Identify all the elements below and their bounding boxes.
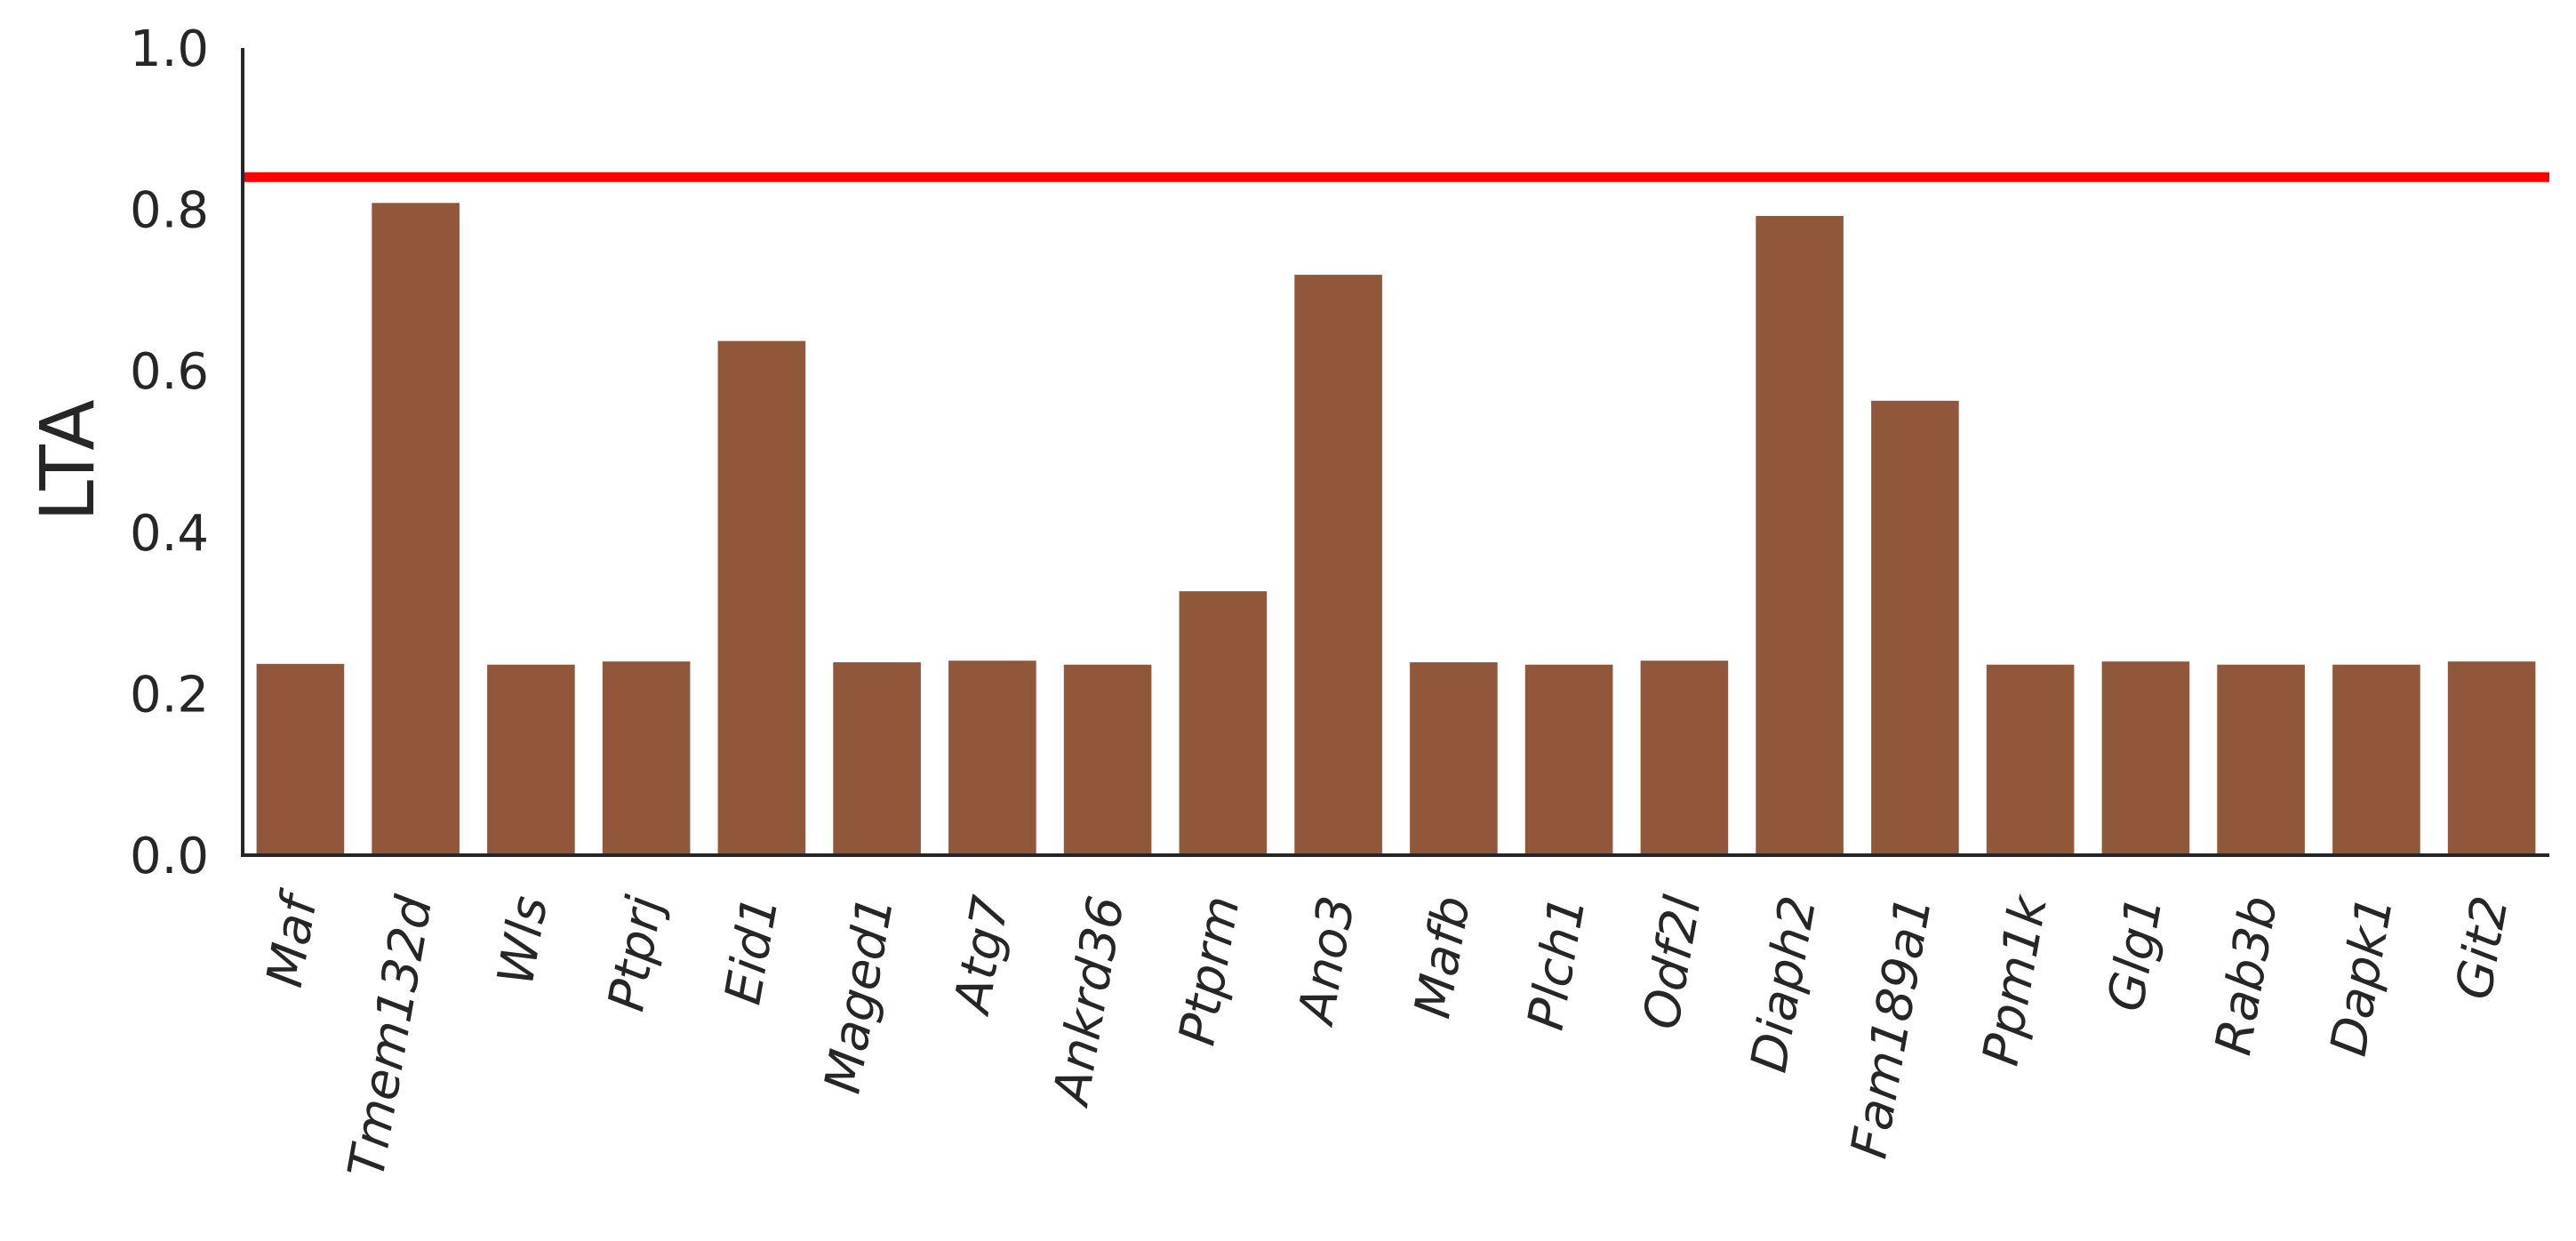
x-tick-label: Plch1 [1517, 892, 1597, 1034]
x-ticks-layer: Maf Tmem132d Wls Ptprj Eid1 Maged1 Atg7 Ankrd36… [256, 885, 2520, 1182]
bar-maged1 [833, 662, 921, 855]
bar-ankrd36 [1063, 664, 1152, 855]
x-tick-label: Ano3 [1287, 892, 1366, 1030]
x-tick-label: Wls [487, 892, 559, 989]
bar-git2 [2447, 661, 2536, 855]
bar-ppm1k [1986, 664, 2075, 855]
bar-mafb [1410, 662, 1498, 855]
x-tick-label: Dapk1 [2320, 892, 2404, 1061]
y-tick-label: 0.0 [130, 828, 209, 885]
bar-fam189a1 [1871, 400, 1959, 855]
x-tick-label: Atg7 [943, 892, 1020, 1020]
y-tick-label: 0.8 [130, 182, 209, 240]
x-tick-label: Git2 [2445, 892, 2520, 1004]
bar-plch1 [1524, 664, 1613, 855]
bar-diaph2 [1756, 215, 1844, 855]
bar-ptprm [1179, 591, 1268, 855]
y-tick-label: 0.4 [130, 505, 209, 563]
x-tick-label: Odf2l [1633, 892, 1713, 1034]
bar-dapk1 [2332, 664, 2420, 855]
x-tick-label: Ptprm [1168, 892, 1251, 1050]
x-tick-label: Glg1 [2097, 892, 2174, 1015]
x-tick-label: Maf [256, 885, 330, 991]
y-ticks-layer: 0.0 0.2 0.4 0.6 0.8 1.0 [130, 20, 209, 885]
x-tick-label: Mafb [1404, 892, 1482, 1022]
y-tick-label: 0.2 [130, 666, 209, 724]
x-tick-label: Ptprj [597, 892, 675, 1016]
bar-glg1 [2101, 661, 2190, 855]
bar-odf2l [1640, 661, 1729, 855]
x-tick-label: Fam189a1 [1840, 892, 1943, 1163]
x-tick-label: Ppm1k [1972, 890, 2060, 1070]
y-tick-label: 1.0 [130, 20, 209, 78]
bar-eid1 [717, 340, 806, 856]
bar-tmem132d [372, 203, 460, 856]
x-tick-label: Eid1 [714, 892, 789, 1009]
y-tick-label: 0.6 [130, 343, 209, 401]
x-tick-label: Tmem132d [338, 892, 444, 1182]
bars-layer [256, 203, 2536, 856]
x-tick-label: Maged1 [814, 892, 906, 1098]
bar-ptprj [602, 661, 691, 855]
bar-atg7 [948, 661, 1036, 855]
axes-layer [241, 48, 2549, 857]
bar-rab3b [2217, 664, 2305, 855]
bar-ano3 [1294, 275, 1382, 856]
bar-wls [487, 664, 575, 855]
x-tick-label: Rab3b [2204, 892, 2289, 1060]
bar-maf [256, 663, 345, 855]
y-axis-title: LTA [24, 399, 111, 521]
x-tick-label: Diaph2 [1740, 892, 1828, 1077]
x-tick-label: Ankrd36 [1042, 892, 1136, 1111]
